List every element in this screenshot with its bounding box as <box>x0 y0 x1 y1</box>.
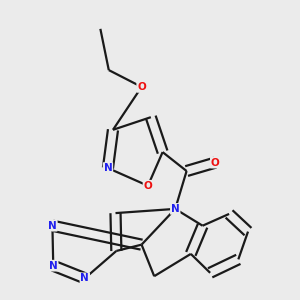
Text: O: O <box>143 181 152 191</box>
Text: O: O <box>211 158 220 168</box>
Text: N: N <box>80 273 89 283</box>
Text: N: N <box>48 221 57 231</box>
Text: O: O <box>137 82 146 92</box>
Text: N: N <box>49 261 58 271</box>
Text: N: N <box>103 163 112 173</box>
Text: N: N <box>171 204 180 214</box>
